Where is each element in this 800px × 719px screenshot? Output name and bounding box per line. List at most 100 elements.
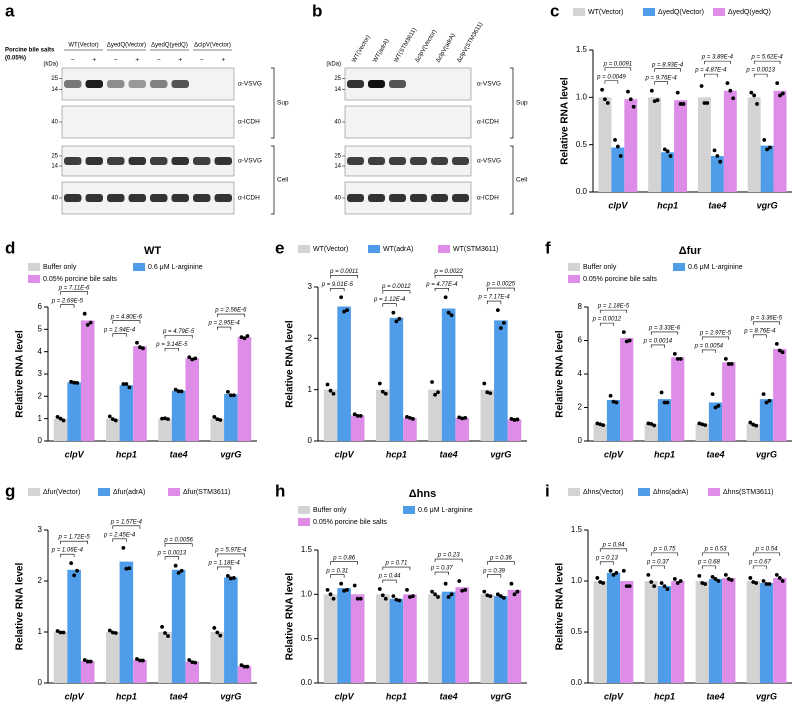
data-point (113, 631, 118, 635)
data-point (225, 574, 230, 578)
data-point (601, 581, 606, 585)
x-tick-label: hcp1 (654, 691, 675, 701)
y-tick-label: 3 (308, 282, 313, 291)
significance-bracket (112, 538, 127, 542)
blot-band (64, 80, 82, 88)
significance-bracket (434, 558, 463, 563)
significance-bracket (164, 347, 179, 352)
blot-band (410, 157, 427, 165)
blot-band (347, 157, 364, 165)
blot-band (452, 194, 469, 202)
marker-label: 14 (334, 87, 341, 93)
bar (606, 399, 621, 441)
panel-label: d (5, 238, 15, 257)
p-value: p = 5.62E-4 (751, 55, 784, 61)
bar (773, 577, 787, 683)
data-point (697, 574, 702, 578)
data-point (509, 581, 514, 586)
data-point (231, 393, 236, 398)
significance-bracket (330, 274, 359, 279)
legend-swatch (298, 506, 310, 514)
blot-band (128, 194, 146, 202)
x-tick-label: tae4 (440, 691, 458, 701)
data-point (705, 101, 710, 105)
x-tick-label: hcp1 (657, 200, 678, 210)
data-point (61, 418, 66, 423)
bar (237, 337, 252, 441)
data-point (627, 584, 632, 588)
significance-bracket (164, 543, 193, 547)
blot-band (171, 157, 189, 165)
bar (337, 306, 351, 441)
data-point (700, 422, 705, 427)
legend-label: WT(STM3611) (453, 246, 498, 253)
data-point (662, 147, 667, 152)
significance-bracket (753, 60, 781, 65)
bar (598, 97, 612, 192)
data-point (748, 420, 753, 425)
y-tick-label: 0.0 (571, 678, 583, 687)
data-point (624, 584, 629, 588)
blot-band (128, 80, 146, 88)
y-axis-label: Relative RNA level (555, 563, 566, 651)
legend-label: Δhns(Vector) (583, 489, 623, 496)
data-point (436, 595, 440, 599)
x-tick-label: tae4 (706, 449, 724, 459)
data-point (345, 588, 350, 592)
data-point (488, 594, 493, 599)
y-tick-label: 1.5 (576, 45, 588, 54)
bar (133, 346, 147, 441)
significance-bracket (330, 574, 345, 578)
marker-label: 14 (51, 87, 58, 93)
bar (747, 97, 761, 192)
data-point (716, 403, 721, 408)
significance-bracket (486, 287, 515, 292)
bar (760, 145, 774, 192)
blot-band (64, 157, 82, 165)
column-header: ΔyedQ(Vector) (107, 43, 146, 49)
bar (708, 578, 723, 683)
legend-label: WT(Vector) (588, 9, 623, 16)
bar (494, 596, 508, 683)
p-value: p = 0.0054 (694, 344, 724, 350)
legend-label: Buffer only (583, 264, 617, 271)
data-point (751, 580, 756, 584)
data-point (405, 588, 409, 592)
significance-bracket (330, 287, 345, 292)
bar (507, 589, 522, 683)
data-point (88, 320, 93, 325)
p-value: p = 0.0025 (486, 282, 516, 288)
data-point (726, 362, 731, 366)
bar (455, 587, 470, 683)
p-value: p = 0.0022 (433, 269, 463, 275)
data-point (187, 658, 192, 662)
data-point (176, 570, 181, 575)
data-point (75, 568, 80, 573)
data-point (652, 99, 657, 104)
data-point (58, 416, 63, 421)
data-point (678, 102, 683, 106)
data-point (665, 587, 670, 592)
treatment-sign: − (114, 57, 118, 64)
data-point (460, 416, 465, 421)
data-point (595, 576, 600, 580)
bar (671, 581, 685, 683)
bar (657, 586, 672, 683)
data-point (430, 589, 434, 594)
data-point (646, 572, 651, 577)
legend-swatch (98, 488, 110, 496)
data-point (780, 350, 785, 355)
data-point (124, 566, 129, 571)
bar (710, 156, 724, 192)
p-value: p = 2.45E-4 (103, 532, 136, 538)
data-point (107, 414, 112, 419)
x-tick-label: vgrG (757, 200, 778, 210)
legend-swatch (168, 488, 180, 496)
bar (403, 417, 417, 441)
legend-label: Δhns(adrA) (653, 489, 688, 496)
data-point (723, 357, 728, 361)
blot-band (107, 194, 125, 202)
data-point (715, 154, 720, 158)
data-point (394, 597, 399, 602)
data-point (449, 313, 454, 318)
